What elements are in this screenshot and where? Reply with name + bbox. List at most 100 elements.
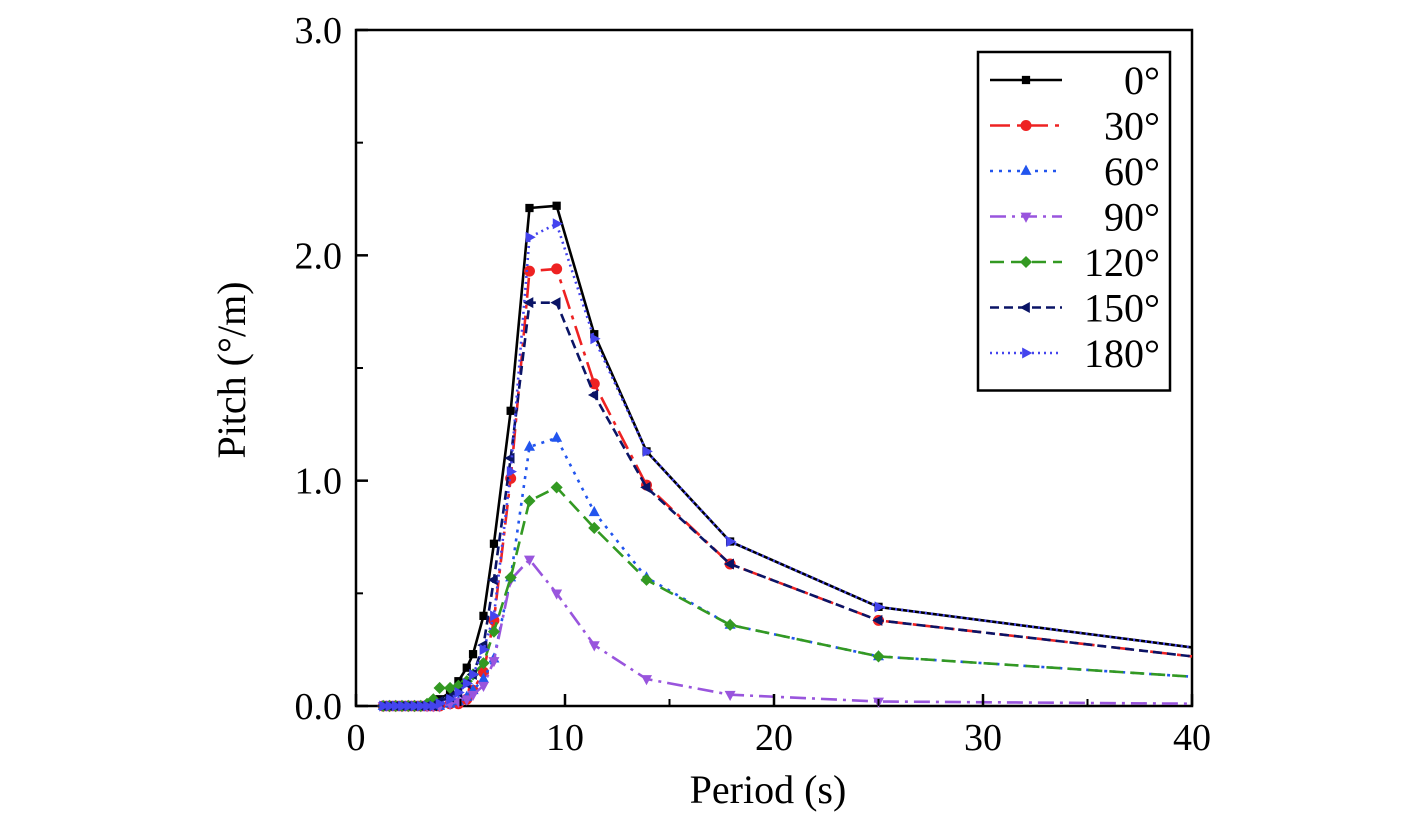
data-point — [590, 330, 599, 339]
data-point — [872, 650, 885, 663]
data-point — [640, 481, 651, 493]
y-tick-label: 3.0 — [295, 10, 343, 52]
data-point — [550, 297, 561, 309]
data-point — [551, 263, 563, 275]
data-point — [490, 610, 501, 622]
data-point — [385, 700, 396, 712]
series-layer — [376, 201, 1193, 713]
data-point — [462, 663, 471, 672]
data-point — [588, 521, 601, 535]
data-point — [523, 555, 535, 566]
legend: 0°30°60°90°120°150°180° — [976, 50, 1172, 392]
data-point — [724, 618, 737, 631]
legend-label: 90° — [1104, 195, 1160, 240]
data-point — [1019, 255, 1033, 269]
data-point — [726, 536, 737, 548]
data-point — [479, 611, 488, 620]
y-tick-label: 2.0 — [295, 235, 343, 277]
data-point — [641, 675, 653, 686]
data-point — [468, 650, 478, 659]
data-point — [477, 666, 489, 678]
x-tick-label: 20 — [755, 717, 793, 759]
data-point — [588, 505, 600, 517]
data-point — [1019, 302, 1030, 313]
data-point — [429, 700, 440, 712]
y-tick-label: 1.0 — [295, 461, 343, 503]
data-point — [551, 589, 563, 600]
legend-label: 60° — [1104, 149, 1160, 194]
data-point — [1020, 164, 1032, 175]
y-tick-label: 0.0 — [295, 686, 343, 728]
data-point — [446, 693, 457, 705]
data-point — [552, 218, 563, 230]
data-point — [506, 466, 517, 478]
data-point — [398, 700, 409, 712]
data-point — [404, 700, 415, 712]
data-point — [461, 695, 473, 706]
data-point — [462, 677, 474, 689]
data-point — [525, 231, 536, 243]
series-3 — [377, 555, 1193, 713]
data-point — [523, 265, 535, 277]
axis-ticks: 0 10 20 30 40 0.0 1.0 2.0 3.0 — [295, 10, 1212, 759]
legend-label: 180° — [1084, 331, 1160, 376]
data-point — [1021, 75, 1031, 85]
data-point — [872, 614, 883, 626]
data-point — [552, 201, 561, 210]
data-point — [525, 203, 534, 213]
data-point — [1020, 120, 1032, 131]
data-point — [642, 445, 653, 457]
data-point — [640, 573, 653, 586]
data-point — [423, 700, 434, 712]
data-point — [427, 693, 440, 706]
legend-label: 0° — [1124, 58, 1160, 103]
data-point — [1020, 212, 1032, 223]
data-point — [551, 431, 563, 442]
x-tick-label: 40 — [1173, 717, 1211, 759]
data-point — [477, 681, 489, 693]
legend-box — [976, 50, 1172, 392]
legend-label: 150° — [1084, 286, 1160, 331]
data-point — [454, 686, 465, 698]
data-point — [588, 641, 600, 652]
data-point — [504, 571, 517, 584]
data-point — [410, 700, 421, 712]
data-point — [379, 700, 390, 712]
series-4 — [377, 481, 1193, 713]
y-axis-title: Pitch (°/m) — [209, 281, 254, 458]
data-point — [489, 539, 499, 548]
data-point — [523, 440, 535, 451]
data-point — [477, 657, 490, 670]
series-line — [383, 436, 1193, 708]
series-6 — [379, 218, 1193, 712]
data-point — [523, 297, 534, 309]
data-point — [874, 601, 885, 613]
data-point — [487, 574, 498, 586]
x-tick-label: 10 — [546, 717, 584, 759]
data-point — [433, 681, 446, 695]
data-point — [523, 494, 536, 507]
data-point — [587, 389, 599, 401]
data-point — [506, 406, 515, 415]
data-point — [550, 481, 563, 494]
data-point — [479, 644, 490, 656]
data-point — [724, 690, 736, 702]
data-point — [444, 681, 457, 695]
data-point — [487, 625, 500, 638]
legend-label: 30° — [1104, 104, 1160, 149]
x-tick-label: 0 — [347, 717, 366, 759]
data-point — [391, 700, 403, 712]
data-point — [416, 700, 428, 712]
data-point — [469, 668, 480, 680]
x-axis-title: Period (s) — [690, 767, 847, 812]
data-point — [1022, 347, 1033, 359]
legend-label: 120° — [1084, 240, 1160, 285]
data-point — [477, 672, 489, 683]
x-tick-label: 30 — [964, 717, 1002, 759]
data-point — [467, 690, 479, 702]
data-point — [723, 558, 734, 570]
data-point — [435, 698, 446, 710]
data-point — [488, 657, 500, 668]
data-point — [590, 333, 601, 345]
